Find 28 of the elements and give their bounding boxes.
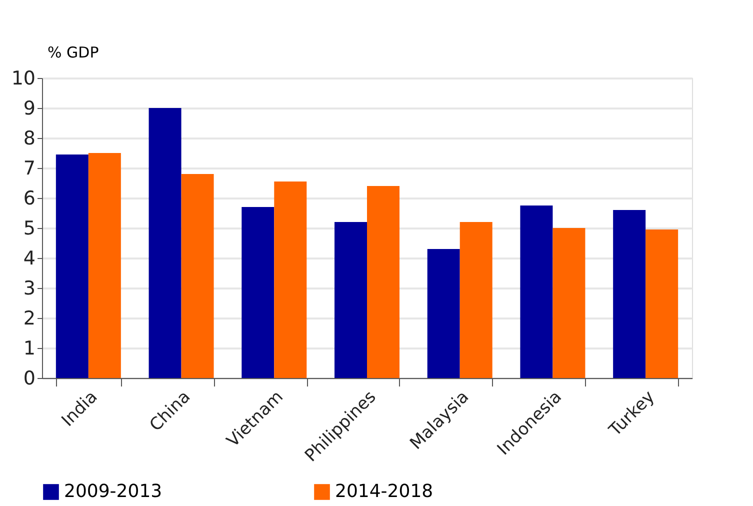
y-tick-label: 10 [11,68,36,90]
y-tick-label: 5 [23,218,36,240]
y-tick-label: 9 [23,98,36,120]
y-tick-label: 6 [23,188,36,210]
bar [88,153,121,378]
bar [460,222,492,378]
bar [646,230,678,378]
y-tick-label: 2 [23,308,36,330]
y-tick-label: 3 [23,278,36,300]
bar [181,174,214,378]
bar [56,154,88,378]
bar [334,222,367,378]
y-axis-title: % GDP [48,44,99,62]
bar [274,182,307,378]
y-tick-label: 0 [23,368,36,390]
legend-label: 2014-2018 [335,481,434,502]
bar [520,206,553,378]
y-tick-label: 8 [23,128,36,150]
bar [613,210,646,378]
bar [552,228,586,378]
bar [148,108,182,378]
y-tick-label: 4 [23,248,36,270]
bar [367,186,400,378]
bar [427,249,460,378]
bar [242,207,274,378]
y-tick-label: 1 [23,338,36,360]
legend-label: 2009-2013 [64,481,162,502]
y-tick-label: 7 [23,158,36,180]
